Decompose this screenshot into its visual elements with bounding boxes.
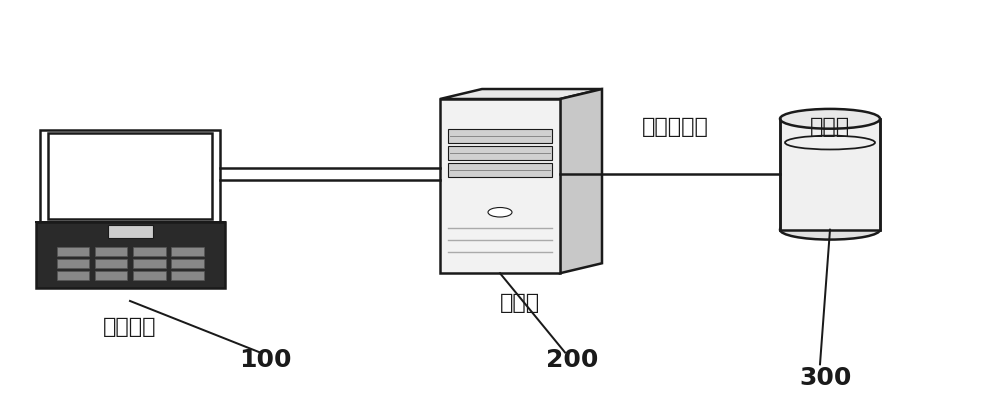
Polygon shape — [57, 247, 89, 256]
Polygon shape — [448, 129, 552, 143]
Polygon shape — [133, 247, 166, 256]
Text: 200: 200 — [546, 348, 598, 372]
Polygon shape — [48, 133, 212, 219]
Polygon shape — [95, 259, 127, 268]
Text: 服务器: 服务器 — [500, 293, 540, 313]
Polygon shape — [57, 259, 89, 268]
Polygon shape — [560, 89, 602, 273]
Text: 用户终端: 用户终端 — [103, 317, 157, 337]
Polygon shape — [95, 271, 127, 280]
Polygon shape — [171, 271, 204, 280]
Text: 100: 100 — [239, 348, 291, 372]
Ellipse shape — [780, 220, 880, 240]
Polygon shape — [133, 259, 166, 268]
Polygon shape — [448, 146, 552, 160]
Circle shape — [488, 208, 512, 217]
Polygon shape — [95, 247, 127, 256]
Text: 存储器: 存储器 — [810, 117, 850, 137]
Polygon shape — [108, 225, 153, 238]
Polygon shape — [440, 89, 602, 99]
Polygon shape — [440, 99, 560, 273]
Ellipse shape — [780, 109, 880, 129]
Polygon shape — [448, 164, 552, 177]
Text: 服务器数据: 服务器数据 — [642, 117, 708, 137]
Polygon shape — [171, 247, 204, 256]
Polygon shape — [780, 119, 880, 230]
Polygon shape — [133, 271, 166, 280]
Polygon shape — [57, 271, 89, 280]
Polygon shape — [36, 222, 224, 288]
Text: 300: 300 — [800, 366, 852, 390]
Polygon shape — [171, 259, 204, 268]
